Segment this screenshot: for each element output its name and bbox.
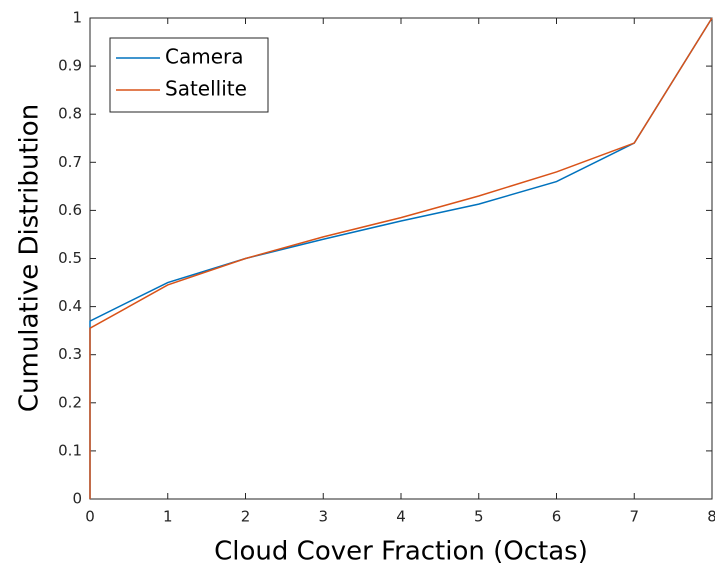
y-tick-label: 0.1: [58, 441, 82, 459]
y-tick-label: 0.4: [58, 297, 82, 315]
legend-box: [109, 37, 269, 113]
x-tick-label: 0: [85, 508, 95, 526]
legend-label: Camera: [165, 45, 244, 69]
x-tick-label: 4: [396, 508, 406, 526]
x-tick-label: 3: [318, 508, 328, 526]
y-tick-label: 1: [72, 9, 82, 27]
y-tick-label: 0.8: [58, 105, 82, 123]
y-tick-label: 0.9: [58, 57, 82, 75]
y-tick-label: 0.2: [58, 393, 82, 411]
series-line: [89, 17, 713, 499]
x-axis-label: Cloud Cover Fraction (Octas): [214, 537, 588, 567]
series-line: [89, 17, 713, 499]
y-tick-label: 0.6: [58, 201, 82, 219]
x-tick-label: 8: [707, 508, 715, 526]
y-tick-label: 0.5: [58, 249, 82, 267]
x-tick-label: 1: [163, 508, 173, 526]
x-tick-label: 5: [474, 508, 484, 526]
legend-label: Satellite: [165, 77, 247, 101]
y-tick-label: 0: [72, 490, 82, 508]
x-tick-label: 7: [629, 508, 639, 526]
y-axis-label: Cumulative Distribution: [15, 104, 45, 412]
y-tick-label: 0.7: [58, 153, 82, 171]
x-tick-label: 2: [241, 508, 251, 526]
y-tick-label: 0.3: [58, 345, 82, 363]
x-tick-label: 6: [552, 508, 562, 526]
